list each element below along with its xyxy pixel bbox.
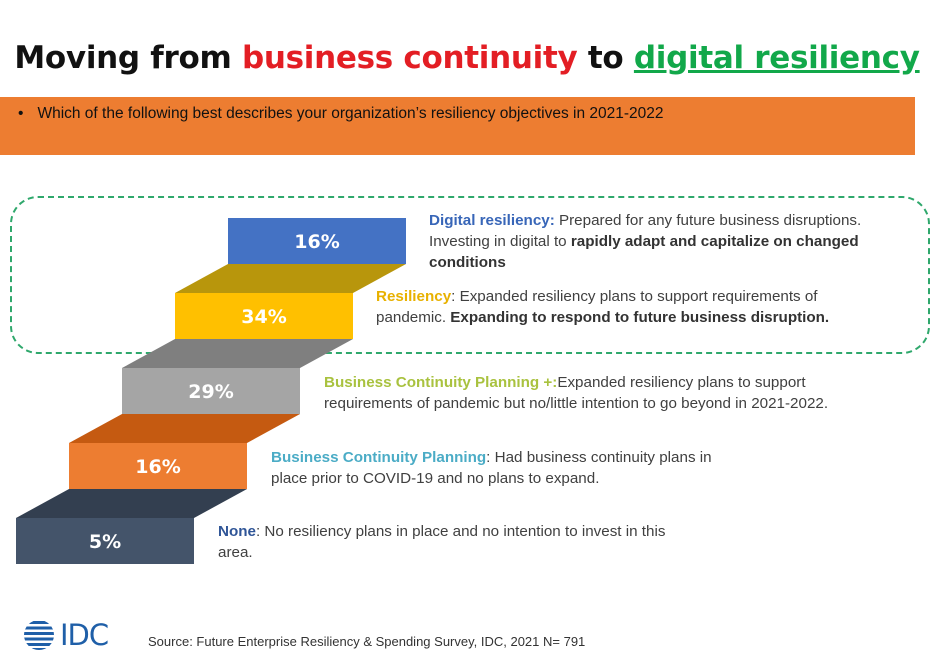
step-connector bbox=[175, 264, 406, 293]
step-connector bbox=[69, 414, 300, 443]
title-part-3: to bbox=[577, 40, 634, 76]
step-value-label: 5% bbox=[89, 531, 121, 553]
description-text: Expanded resiliency plans to support req… bbox=[324, 374, 829, 412]
logo-text: IDC bbox=[60, 618, 109, 652]
page-title: Moving from business continuity to digit… bbox=[0, 40, 934, 76]
question-text: Which of the following best describes yo… bbox=[37, 105, 664, 122]
description-none: None: No resiliency plans in place and n… bbox=[218, 521, 678, 563]
description-lead: Business Continuity Planning +: bbox=[324, 374, 558, 391]
step-bar bbox=[122, 368, 300, 414]
description-text: : Expanded resiliency plans to support r… bbox=[376, 288, 818, 326]
step-connector bbox=[122, 339, 353, 368]
source-note: Source: Future Enterprise Resiliency & S… bbox=[148, 634, 586, 649]
description-strong: rapidly adapt and capitalize on changed … bbox=[429, 233, 859, 271]
question-banner: • Which of the following best describes y… bbox=[0, 97, 915, 155]
idc-logo: IDC bbox=[22, 618, 109, 652]
globe-icon bbox=[24, 621, 54, 650]
description-text: : Had business continuity plans in place… bbox=[271, 449, 712, 487]
description-bcp: Business Continuity Planning: Had busine… bbox=[271, 447, 751, 489]
description-lead: None bbox=[218, 523, 256, 540]
step-value-label: 16% bbox=[294, 231, 339, 253]
step-value-label: 16% bbox=[135, 456, 180, 478]
step-bar bbox=[228, 218, 406, 264]
description-lead: Business Continuity Planning bbox=[271, 449, 487, 466]
digital-resiliency-highlight bbox=[10, 196, 930, 354]
description-text: : No resiliency plans in place and no in… bbox=[218, 523, 666, 561]
bullet-icon: • bbox=[18, 105, 24, 122]
title-part-1: Moving from bbox=[14, 40, 242, 76]
description-strong: Expanding to respond to future business … bbox=[450, 309, 830, 326]
description-resiliency: Resiliency: Expanded resiliency plans to… bbox=[376, 286, 856, 328]
step-bar bbox=[69, 443, 247, 489]
description-lead: Digital resiliency: bbox=[429, 212, 555, 229]
description-digital-resiliency: Digital resiliency: Prepared for any fut… bbox=[429, 210, 899, 273]
step-bar bbox=[16, 518, 194, 564]
question-text-row: • Which of the following best describes y… bbox=[18, 105, 664, 123]
step-value-label: 34% bbox=[241, 306, 286, 328]
step-connector bbox=[16, 489, 247, 518]
description-bcp-plus: Business Continuity Planning +:Expanded … bbox=[324, 372, 869, 414]
title-part-4: digital resiliency bbox=[633, 40, 920, 76]
description-lead: Resiliency bbox=[376, 288, 452, 305]
step-value-label: 29% bbox=[188, 381, 233, 403]
title-part-2: business continuity bbox=[241, 40, 578, 76]
description-text: Prepared for any future business disrupt… bbox=[429, 212, 862, 250]
step-bar bbox=[175, 293, 353, 339]
